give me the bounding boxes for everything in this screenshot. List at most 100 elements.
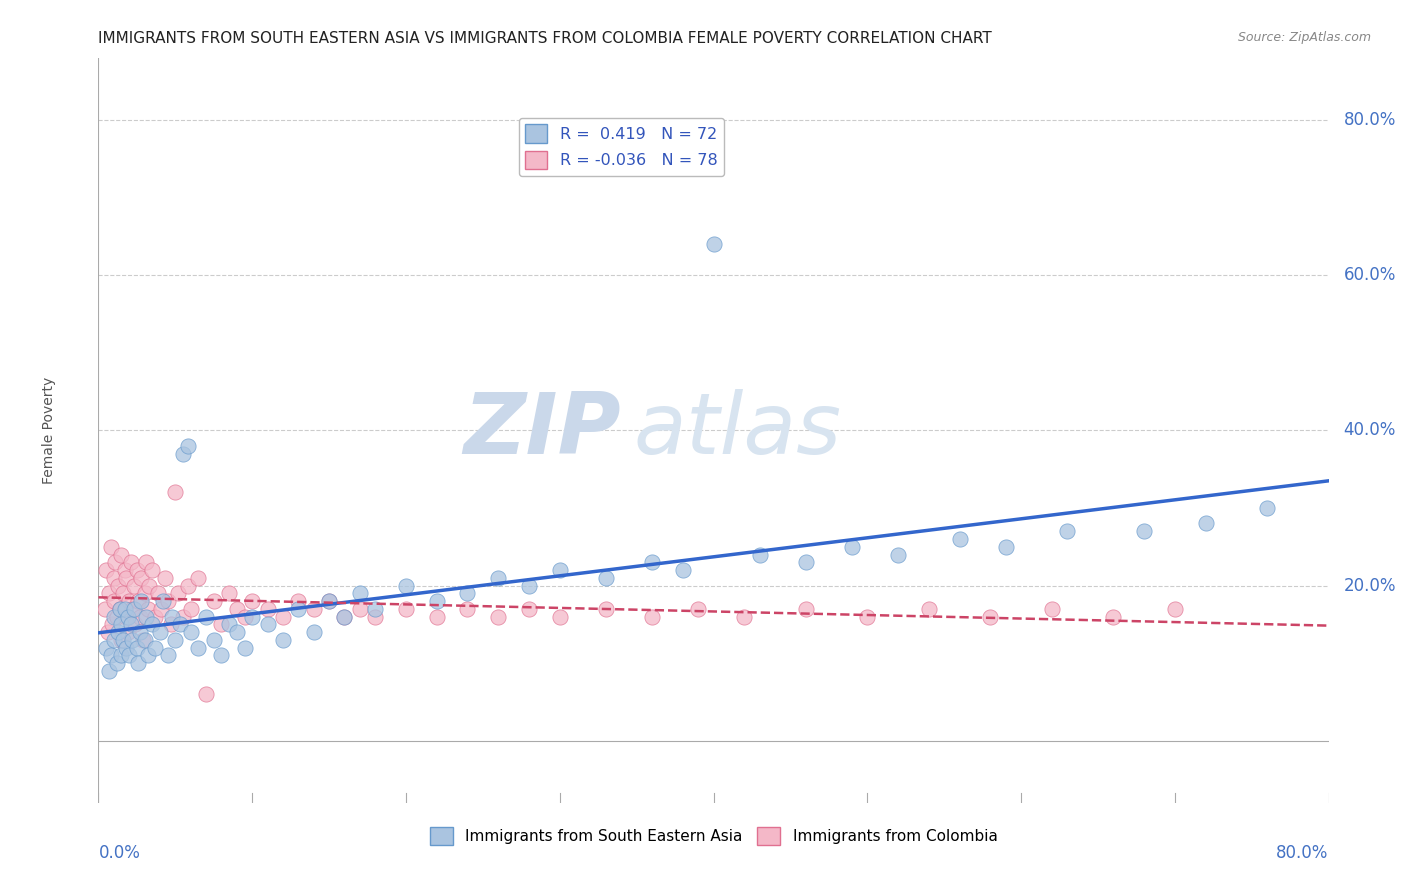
- Point: [100, 540, 122, 554]
- Point: [202, 594, 225, 608]
- Point: [949, 532, 972, 546]
- Point: [149, 625, 172, 640]
- Point: [395, 602, 418, 616]
- Point: [733, 609, 755, 624]
- Point: [176, 439, 198, 453]
- Point: [456, 602, 478, 616]
- Point: [187, 571, 209, 585]
- Point: [595, 571, 617, 585]
- Point: [364, 602, 387, 616]
- Point: [124, 617, 146, 632]
- Point: [672, 563, 695, 577]
- Point: [156, 648, 179, 663]
- Point: [110, 617, 132, 632]
- Point: [118, 648, 141, 663]
- Point: [122, 578, 145, 592]
- Point: [134, 586, 156, 600]
- Point: [159, 617, 181, 632]
- Point: [93, 602, 115, 616]
- Point: [117, 625, 139, 640]
- Point: [156, 594, 179, 608]
- Point: [187, 640, 209, 655]
- Point: [994, 540, 1017, 554]
- Point: [165, 485, 187, 500]
- Point: [103, 609, 125, 624]
- Text: 60.0%: 60.0%: [1344, 266, 1396, 285]
- Point: [117, 609, 139, 624]
- Point: [486, 571, 509, 585]
- Point: [271, 632, 294, 647]
- Point: [94, 563, 117, 577]
- Point: [131, 571, 153, 585]
- Point: [135, 555, 157, 569]
- Point: [115, 640, 138, 655]
- Point: [172, 447, 194, 461]
- Point: [108, 602, 131, 616]
- Point: [233, 640, 256, 655]
- Text: Female Poverty: Female Poverty: [42, 376, 56, 484]
- Text: 20.0%: 20.0%: [1344, 576, 1396, 595]
- Point: [167, 586, 190, 600]
- Point: [302, 625, 325, 640]
- Point: [165, 632, 187, 647]
- Point: [256, 602, 278, 616]
- Point: [349, 586, 371, 600]
- Point: [195, 687, 218, 701]
- Point: [121, 632, 143, 647]
- Point: [548, 609, 571, 624]
- Point: [143, 640, 166, 655]
- Point: [794, 555, 817, 569]
- Point: [101, 617, 124, 632]
- Point: [486, 609, 509, 624]
- Text: ZIP: ZIP: [464, 389, 621, 472]
- Point: [120, 617, 142, 632]
- Point: [195, 609, 218, 624]
- Point: [517, 578, 540, 592]
- Point: [169, 617, 191, 632]
- Point: [98, 664, 121, 678]
- Point: [131, 594, 153, 608]
- Point: [349, 602, 371, 616]
- Point: [218, 617, 240, 632]
- Point: [302, 602, 325, 616]
- Point: [129, 609, 152, 624]
- Point: [152, 594, 174, 608]
- Point: [100, 648, 122, 663]
- Point: [115, 609, 138, 624]
- Point: [287, 602, 309, 616]
- Point: [225, 602, 247, 616]
- Point: [105, 609, 128, 624]
- Point: [202, 632, 225, 647]
- Point: [115, 571, 138, 585]
- Point: [103, 632, 125, 647]
- Point: [110, 648, 132, 663]
- Point: [127, 656, 149, 670]
- Point: [426, 594, 449, 608]
- Text: IMMIGRANTS FROM SOUTH EASTERN ASIA VS IMMIGRANTS FROM COLOMBIA FEMALE POVERTY CO: IMMIGRANTS FROM SOUTH EASTERN ASIA VS IM…: [98, 31, 993, 46]
- Point: [287, 594, 309, 608]
- Point: [333, 609, 356, 624]
- Point: [887, 548, 910, 562]
- Text: Source: ZipAtlas.com: Source: ZipAtlas.com: [1237, 31, 1371, 45]
- Point: [135, 609, 157, 624]
- Point: [121, 602, 143, 616]
- Point: [94, 640, 117, 655]
- Point: [1056, 524, 1078, 539]
- Point: [162, 609, 183, 624]
- Point: [112, 586, 135, 600]
- Point: [125, 640, 148, 655]
- Point: [748, 548, 770, 562]
- Point: [1195, 516, 1218, 531]
- Point: [456, 586, 478, 600]
- Point: [118, 594, 141, 608]
- Point: [517, 602, 540, 616]
- Point: [97, 625, 120, 640]
- Point: [132, 632, 155, 647]
- Point: [641, 555, 664, 569]
- Point: [271, 609, 294, 624]
- Point: [333, 609, 356, 624]
- Point: [141, 563, 163, 577]
- Point: [125, 563, 148, 577]
- Legend: R =  0.419   N = 72, R = -0.036   N = 78: R = 0.419 N = 72, R = -0.036 N = 78: [519, 118, 724, 176]
- Point: [153, 571, 176, 585]
